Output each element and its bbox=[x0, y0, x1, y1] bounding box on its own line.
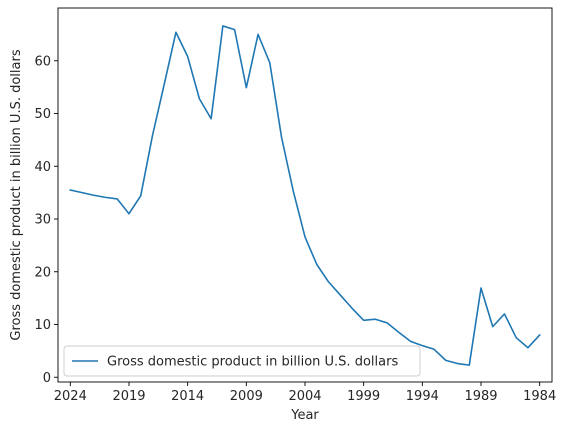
data-point bbox=[304, 236, 306, 238]
data-point bbox=[269, 62, 271, 64]
data-point bbox=[351, 307, 353, 309]
x-tick-label: 2014 bbox=[171, 389, 204, 404]
data-point bbox=[116, 198, 118, 200]
data-point bbox=[105, 197, 107, 199]
legend: Gross domestic product in billion U.S. d… bbox=[63, 345, 421, 377]
data-point bbox=[222, 25, 224, 27]
series-line bbox=[69, 25, 541, 366]
data-point bbox=[527, 347, 529, 349]
data-point bbox=[292, 190, 294, 192]
data-point bbox=[257, 34, 259, 36]
data-point bbox=[504, 313, 506, 315]
legend-box bbox=[63, 345, 421, 377]
data-point bbox=[210, 118, 212, 120]
data-point bbox=[246, 87, 248, 89]
data-point bbox=[316, 264, 318, 266]
data-point bbox=[468, 364, 470, 366]
data-point bbox=[140, 195, 142, 197]
data-point bbox=[492, 326, 494, 328]
y-axis: 0 10 20 30 40 50 60 bbox=[34, 54, 58, 386]
data-point bbox=[386, 322, 388, 324]
y-tick-label: 10 bbox=[34, 318, 51, 333]
data-point bbox=[128, 213, 130, 215]
data-point bbox=[445, 360, 447, 362]
data-point bbox=[410, 341, 412, 343]
data-point bbox=[457, 363, 459, 365]
x-tick-label: 2019 bbox=[112, 389, 145, 404]
data-point bbox=[199, 98, 201, 100]
data-point bbox=[81, 192, 83, 194]
y-tick-label: 30 bbox=[34, 213, 51, 228]
y-tick-label: 20 bbox=[34, 265, 51, 280]
plot-background bbox=[58, 8, 552, 382]
data-point bbox=[375, 318, 377, 320]
legend-entry-label: Gross domestic product in billion U.S. d… bbox=[107, 355, 398, 370]
y-tick-label: 40 bbox=[34, 160, 51, 175]
x-tick-label: 1989 bbox=[464, 389, 497, 404]
data-point bbox=[175, 31, 177, 33]
data-point bbox=[515, 337, 517, 339]
data-point bbox=[328, 281, 330, 283]
data-point bbox=[480, 287, 482, 289]
x-tick-label: 2004 bbox=[288, 389, 321, 404]
y-axis-label: Gross domestic product in billion U.S. d… bbox=[9, 49, 24, 340]
data-point bbox=[152, 135, 154, 137]
x-axis: 2024 2019 2014 2009 2004 1999 1994 1989 1984 bbox=[54, 382, 556, 404]
data-point bbox=[281, 136, 283, 138]
x-tick-label: 2024 bbox=[54, 389, 87, 404]
x-tick-label: 2009 bbox=[230, 389, 263, 404]
data-point bbox=[70, 189, 72, 191]
data-point bbox=[398, 332, 400, 334]
data-point bbox=[539, 334, 541, 336]
data-point bbox=[163, 84, 165, 86]
data-point bbox=[339, 294, 341, 296]
y-tick-label: 0 bbox=[43, 371, 51, 386]
data-point bbox=[187, 56, 189, 58]
data-point bbox=[422, 345, 424, 347]
data-point bbox=[234, 29, 236, 31]
x-axis-label: Year bbox=[290, 408, 319, 423]
series-layer bbox=[69, 25, 541, 366]
data-point bbox=[363, 319, 365, 321]
x-tick-label: 1999 bbox=[347, 389, 380, 404]
x-tick-label: 1994 bbox=[406, 389, 439, 404]
plot-frame bbox=[57, 7, 553, 383]
y-tick-label: 50 bbox=[34, 107, 51, 122]
y-tick-label: 60 bbox=[34, 54, 51, 69]
data-point bbox=[433, 348, 435, 350]
data-point bbox=[93, 194, 95, 196]
x-tick-label: 1984 bbox=[523, 389, 556, 404]
